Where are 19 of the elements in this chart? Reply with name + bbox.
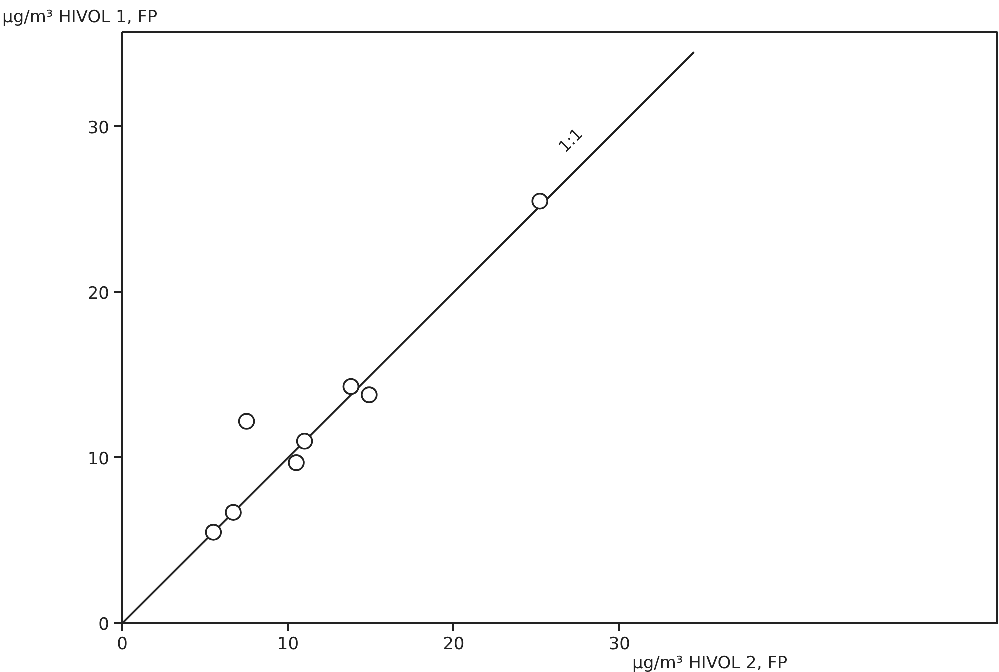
x-tick-label: 20: [443, 634, 465, 654]
x-tick-label: 10: [277, 634, 300, 654]
y-tick-label: 20: [88, 284, 110, 304]
x-tick-label: 0: [117, 634, 128, 654]
y-tick-label: 0: [98, 615, 110, 635]
point: [288, 454, 305, 472]
point: [342, 378, 360, 396]
y-tick-label: 30: [88, 118, 110, 138]
point: [532, 192, 549, 210]
point: [296, 433, 314, 450]
annotation: 1:1: [554, 124, 586, 156]
x-tick-label: 30: [608, 634, 630, 654]
point: [205, 524, 222, 541]
x-axis-title: µg/m³ HIVOL 2, FP: [632, 654, 788, 672]
point: [238, 413, 256, 430]
y-tick-label: 10: [88, 449, 110, 470]
y-axis-title: µg/m³ HIVOL 1, FP: [2, 8, 158, 28]
point: [225, 504, 242, 521]
point: [361, 386, 378, 404]
